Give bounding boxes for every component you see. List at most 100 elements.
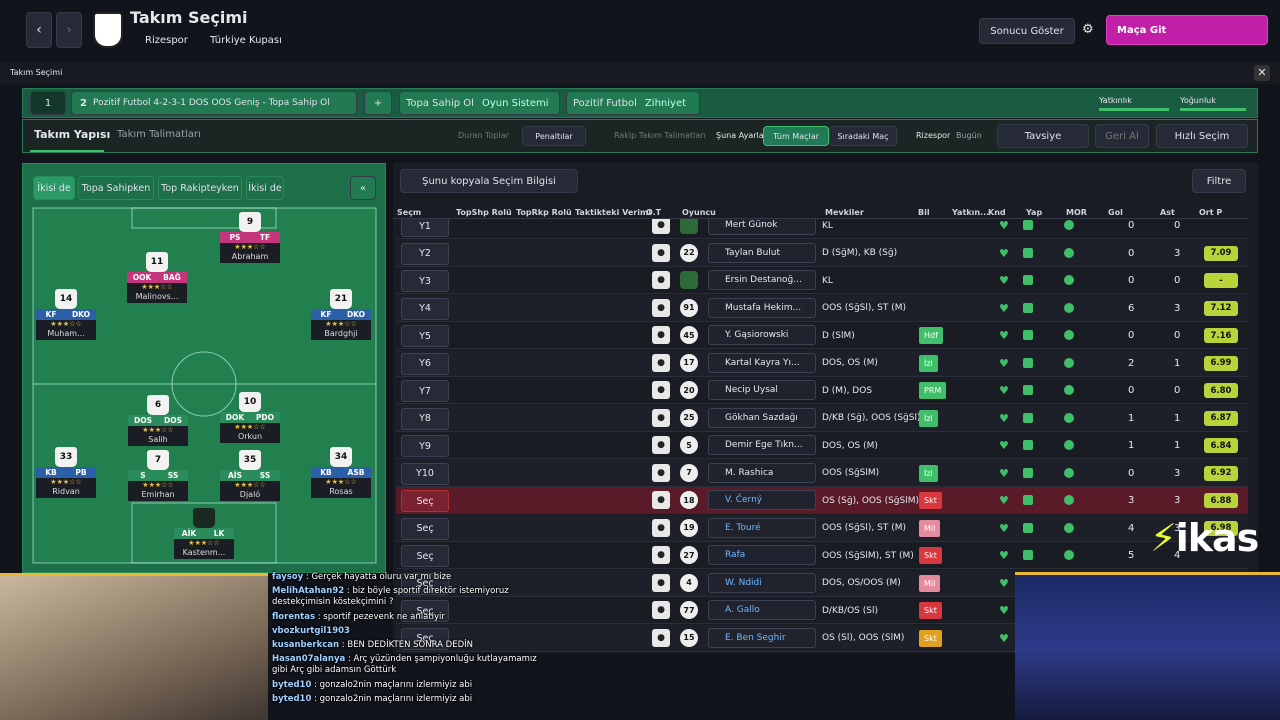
all-matches[interactable]: Tüm Maçlar <box>763 126 829 146</box>
pitch-tab[interactable]: Topa Sahipken <box>78 176 154 200</box>
column-header[interactable]: Yap <box>1026 208 1043 217</box>
column-header[interactable]: TopShp Rolü <box>456 208 512 217</box>
tactic-slot[interactable]: 1 <box>30 91 66 115</box>
player-card[interactable]: 33 KB PB ★★★☆☆ Ridvan <box>36 447 96 498</box>
select-button[interactable]: Seç <box>401 572 449 595</box>
player-card[interactable]: 6 DOS DOS ★★★☆☆ Salih <box>128 395 188 446</box>
column-header[interactable]: Ort P <box>1199 208 1223 217</box>
select-button[interactable]: Seç <box>401 600 449 622</box>
player-row[interactable]: Y3 ● Ersin Destanoğ... KL ♥ 0 0 - <box>396 267 1248 294</box>
player-card[interactable]: 7 S SS ★★★☆☆ Emirhan <box>128 450 188 501</box>
pitch-tab[interactable]: Top Rakipteyken <box>158 176 242 200</box>
quick-pick-button[interactable]: Hızlı Seçim <box>1156 124 1248 148</box>
show-result-button[interactable]: Sonucu Göster <box>979 18 1075 44</box>
column-header[interactable]: Gol <box>1108 208 1123 217</box>
system-select[interactable]: Topa Sahip Ol Oyun Sistemi <box>399 91 560 115</box>
column-header[interactable]: Yatkın... <box>952 208 990 217</box>
back-button[interactable]: ‹ <box>26 12 52 48</box>
tactic-select[interactable]: 2 Pozitif Futbol 4-2-3-1 DOS OOS Geniş - … <box>71 91 357 115</box>
column-header[interactable]: Seçm <box>397 208 422 217</box>
column-header[interactable]: Taktikteki Verimi <box>575 208 652 217</box>
select-button[interactable]: Seç <box>401 490 449 512</box>
player-select[interactable]: Kartal Kayra Yı... <box>708 352 816 373</box>
player-select[interactable]: Mustafa Hekim... <box>708 297 816 318</box>
tab-structure[interactable]: Takım Yapısı <box>34 128 111 141</box>
tab-instructions[interactable]: Takım Talimatları <box>117 129 201 140</box>
player-row[interactable]: Seç ● 19 E. Touré OOS (SğSl), ST (M) Mil ♥ 4 3 6.… <box>396 514 1248 542</box>
pitch-tab[interactable]: İkisi de <box>33 176 75 200</box>
select-button[interactable]: Seç <box>401 545 449 567</box>
undo-button[interactable]: Geri Al <box>1095 124 1149 148</box>
player-row[interactable]: Y4 ● 91 Mustafa Hekim... OOS (SğSl), ST (M) ♥… <box>396 294 1248 322</box>
player-select[interactable]: Mert Günok <box>708 218 816 235</box>
player-select[interactable]: Necip Uysal <box>708 380 816 400</box>
filter-button[interactable]: Filtre <box>1192 169 1246 193</box>
select-button[interactable]: Y8 <box>401 407 449 430</box>
player-select[interactable]: A. Gallo <box>708 600 816 620</box>
player-select[interactable]: Y. Gąsiorowski <box>708 325 816 345</box>
mentality-select[interactable]: Pozitif Futbol Zihniyet <box>566 91 700 115</box>
player-row[interactable]: Seç ● 18 V. Černý OS (Sğ), OOS (SğSlM) Skt ♥ 3 3… <box>396 487 1248 514</box>
select-button[interactable]: Y10 <box>401 462 449 485</box>
column-header[interactable]: Knd <box>988 208 1006 217</box>
collapse-button[interactable]: « <box>350 176 376 200</box>
player-card[interactable]: 35 AİS SS ★★★☆☆ Djaló <box>220 450 280 501</box>
player-row[interactable]: Y9 ● 5 Demir Ege Tıkn... DOS, OS (M) ♥ 1 1 6.84 <box>396 432 1248 459</box>
close-button[interactable]: ✕ <box>1254 65 1270 81</box>
select-button[interactable]: Seç <box>401 517 449 540</box>
player-select[interactable]: Gökhan Sazdağı <box>708 407 816 428</box>
player-card[interactable]: 14 KF DKO ★★★☆☆ Muham... <box>36 289 96 340</box>
player-row[interactable]: Y7 ● 20 Necip Uysal D (M), DOS PRM ♥ 0 0 6.80 <box>396 377 1248 404</box>
player-row[interactable]: Y6 ● 17 Kartal Kayra Yı... DOS, OS (M) İzl ♥ 2 1… <box>396 349 1248 377</box>
player-row[interactable]: Y8 ● 25 Gökhan Sazdağı D/KB (Sğ), OOS (SğSl)… <box>396 404 1248 432</box>
player-select[interactable]: M. Rashica <box>708 462 816 483</box>
add-tactic[interactable]: + <box>364 91 392 115</box>
player-card[interactable]: 34 KB ASB ★★★☆☆ Rosas <box>311 447 371 498</box>
select-button[interactable]: Y5 <box>401 325 449 347</box>
set-pieces[interactable]: Duran Toplar <box>458 131 509 140</box>
player-card[interactable]: 10 DOK PDO ★★★☆☆ Orkun <box>220 392 280 443</box>
select-button[interactable]: Y4 <box>401 297 449 320</box>
column-header[interactable]: Mevkiler <box>825 208 864 217</box>
copy-select[interactable]: Şunu kopyala Seçim Bilgisi <box>400 169 578 193</box>
player-card[interactable]: 9 PS TF ★★★☆☆ Abraham <box>220 212 280 263</box>
player-card[interactable]: 11 OOK BAĞ ★★★☆☆ Malinovs... <box>127 252 187 303</box>
player-row[interactable]: Seç ● 27 Rafa OOS (SğSlM), ST (M) Skt ♥ 5 4 <box>396 542 1248 569</box>
player-select[interactable]: E. Touré <box>708 517 816 538</box>
select-button[interactable]: Seç <box>401 627 449 650</box>
player-select[interactable]: W. Ndidi <box>708 572 816 593</box>
player-row[interactable]: Y5 ● 45 Y. Gąsiorowski D (SlM) Hdf ♥ 0 0 7.16 <box>396 322 1248 349</box>
select-button[interactable]: Y7 <box>401 380 449 402</box>
column-header[interactable]: Ast <box>1160 208 1175 217</box>
opposition[interactable]: Rakip Takım Talimatları <box>614 131 706 140</box>
select-button[interactable]: Y3 <box>401 270 449 292</box>
forward-button[interactable]: › <box>56 12 82 48</box>
pitch-tab[interactable]: İkisi de <box>246 176 284 200</box>
player-select[interactable]: Demir Ege Tıkn... <box>708 435 816 455</box>
player-row[interactable]: Y2 ● 22 Taylan Bulut D (SğM), KB (Sğ) ♥ 0 3 7.09 <box>396 239 1248 267</box>
next-match[interactable]: Sıradaki Maç <box>829 126 897 146</box>
advice-button[interactable]: Tavsiye <box>997 124 1089 148</box>
player-select[interactable]: Taylan Bulut <box>708 242 816 263</box>
player-card[interactable]: 21 KF DKO ★★★☆☆ Bardghji <box>311 289 371 340</box>
ot-icon: ● <box>652 271 670 289</box>
column-header[interactable]: Bil <box>918 208 930 217</box>
penalties[interactable]: Penaltılar <box>522 126 586 146</box>
column-header[interactable]: TopRkp Rolü <box>516 208 572 217</box>
player-row[interactable]: Y10 ● 7 M. Rashica OOS (SğSlM) İzl ♥ 0 3 6.92 <box>396 459 1248 487</box>
select-button[interactable]: Y6 <box>401 352 449 375</box>
column-header[interactable]: MOR <box>1066 208 1087 217</box>
player-select[interactable]: E. Ben Seghir <box>708 627 816 648</box>
go-match-button[interactable]: Maça Git <box>1106 15 1268 45</box>
player-select[interactable]: Rafa <box>708 545 816 565</box>
select-button[interactable]: Y9 <box>401 435 449 457</box>
player-card[interactable]: AİK LK ★★★☆☆ Kastenm... <box>174 508 234 559</box>
select-button[interactable]: Y2 <box>401 242 449 265</box>
column-header[interactable]: Oyuncu <box>682 208 716 217</box>
column-header[interactable]: O.T <box>646 208 662 217</box>
select-button[interactable]: Y1 <box>401 218 449 237</box>
player-select[interactable]: V. Černý <box>708 490 816 510</box>
player-select[interactable]: Ersin Destanoğ... <box>708 270 816 290</box>
player-row[interactable]: Y1 ● Mert Günok KL ♥ 0 0 <box>396 218 1248 239</box>
settings-icon[interactable]: ⚙ <box>1082 22 1094 37</box>
